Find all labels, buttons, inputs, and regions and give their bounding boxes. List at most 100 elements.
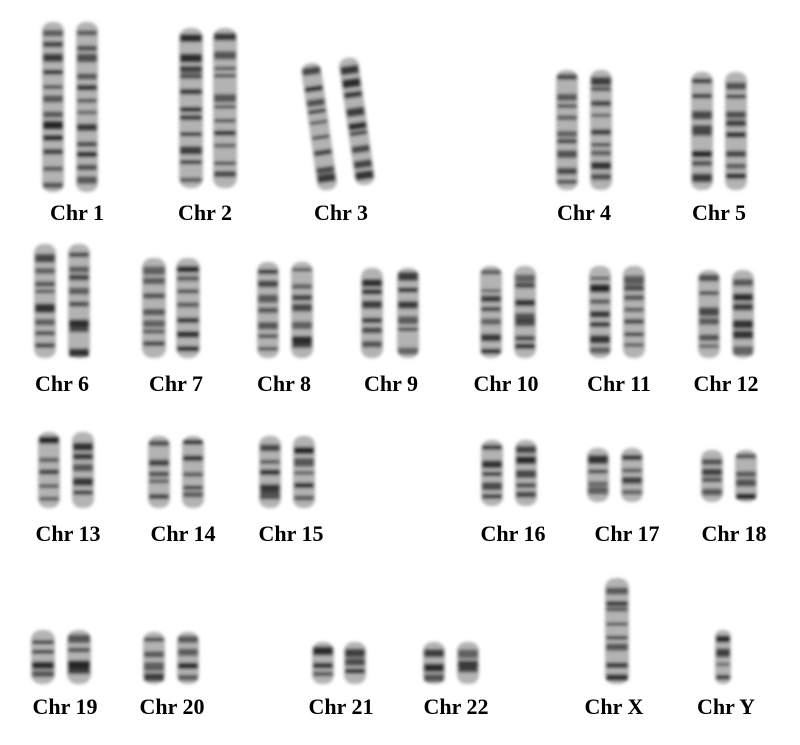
chromosome-band (43, 29, 63, 37)
chromosome-band (699, 334, 719, 341)
chromosome-band (716, 674, 730, 680)
chromosome-band (35, 303, 55, 313)
chromosome-band (313, 662, 333, 669)
chromosome-band (294, 471, 314, 475)
chromosome-band (726, 150, 746, 158)
chromosome-band (180, 34, 202, 42)
chromosome-band (590, 322, 610, 327)
chromatid (735, 450, 757, 502)
chromosome-band (306, 98, 325, 108)
chromosome-band (590, 335, 610, 344)
chromosome-band (144, 651, 164, 658)
label-chr-1: Chr 1 (50, 200, 104, 225)
chromosome-pair-11 (589, 266, 645, 358)
chromosome-band (515, 274, 535, 283)
chromosome-band (398, 327, 418, 331)
chromosome-band (362, 327, 382, 334)
chromosome-band (699, 291, 719, 295)
chromosome-band (733, 330, 753, 339)
chromosome-band (590, 284, 610, 293)
chromosome-band (624, 319, 644, 324)
chromosome-band (726, 94, 746, 99)
chromosome-band (590, 299, 610, 304)
chromosome-band (557, 93, 577, 101)
chromosome-band (214, 130, 236, 136)
label-chr-2: Chr 2 (178, 200, 232, 225)
chromosome-band (144, 673, 164, 682)
chromosome-band (458, 669, 478, 673)
chromatid (590, 70, 612, 190)
label-chr-6: Chr 6 (35, 371, 89, 396)
chromosome-pair-1 (42, 22, 98, 192)
chromatid (177, 632, 199, 684)
chromosome-band (313, 148, 332, 157)
chromosome-pair-6 (34, 244, 90, 358)
chromosome-band (692, 173, 712, 183)
chromosome-band (73, 490, 93, 495)
chromosome-band (258, 307, 278, 313)
chromosome-band (77, 176, 97, 184)
chromosome-band (622, 468, 642, 473)
chromosome-band (143, 308, 165, 316)
chromosome-band (309, 119, 328, 126)
chromosome-band (180, 89, 202, 95)
chromatid (423, 642, 445, 684)
chromosome-band (35, 253, 55, 263)
chromosome-band (32, 661, 54, 670)
chromosome-band (214, 74, 236, 78)
chromosome-band (292, 343, 312, 348)
label-chr-14: Chr 14 (151, 521, 216, 546)
chromatid (176, 258, 200, 358)
chromosome-band (69, 287, 89, 295)
chromatid (605, 578, 629, 684)
chromosome-band (726, 120, 746, 127)
label-chr-5: Chr 5 (692, 200, 746, 225)
chromosome-band (313, 646, 333, 656)
chromosome-band (624, 275, 644, 285)
chromosome-band (733, 320, 753, 329)
label-chr-8: Chr 8 (257, 371, 311, 396)
chromatid-body (143, 632, 165, 684)
label-chr-16: Chr 16 (481, 521, 546, 546)
chromosome-band (177, 317, 199, 323)
chromosome-band (39, 436, 59, 444)
label-chr-y: Chr Y (697, 694, 755, 719)
chromosome-band (214, 171, 236, 177)
chromosome-band (260, 459, 280, 464)
chromosome-labels: Chr 1 Chr 2 Chr 3 Chr 4 Chr 5 Chr 6 Chr … (33, 200, 767, 719)
chromosome-band (557, 115, 577, 121)
chromosome-band (43, 149, 63, 155)
chromosome-band (77, 141, 97, 147)
chromosome-band (692, 160, 712, 166)
chromatid-body (182, 436, 204, 508)
chromosome-band (591, 87, 611, 92)
chromatid-body (177, 632, 199, 684)
label-chr-11: Chr 11 (587, 371, 651, 396)
chromosome-band (591, 150, 611, 156)
chromatid (623, 266, 645, 358)
chromosome-band (624, 295, 644, 301)
chromosome-band (43, 134, 63, 141)
chromosome-band (35, 331, 55, 336)
chromosome-band (355, 170, 374, 181)
chromosome-band (69, 319, 89, 329)
chromosome-pair-5 (691, 72, 747, 190)
chromatid-body (397, 268, 419, 358)
chromatid-body (621, 448, 643, 502)
chromatid-body (725, 72, 747, 190)
chromosome-band (180, 177, 202, 183)
chromatid-body (68, 244, 90, 358)
chromatid (515, 440, 537, 506)
chromosome-band (343, 90, 363, 99)
chromosome-band (482, 444, 502, 450)
chromatid-body (480, 266, 502, 358)
chromosome-band (73, 453, 93, 460)
chromatid (301, 62, 337, 191)
chromosome-band (345, 658, 365, 666)
chromosome-band (178, 636, 198, 643)
chromosome-band (606, 587, 628, 595)
chromosome-band (692, 78, 712, 84)
label-chr-3: Chr 3 (314, 200, 368, 225)
chromosome-pair-y (715, 630, 731, 684)
chromosome-pair-22 (423, 642, 479, 684)
